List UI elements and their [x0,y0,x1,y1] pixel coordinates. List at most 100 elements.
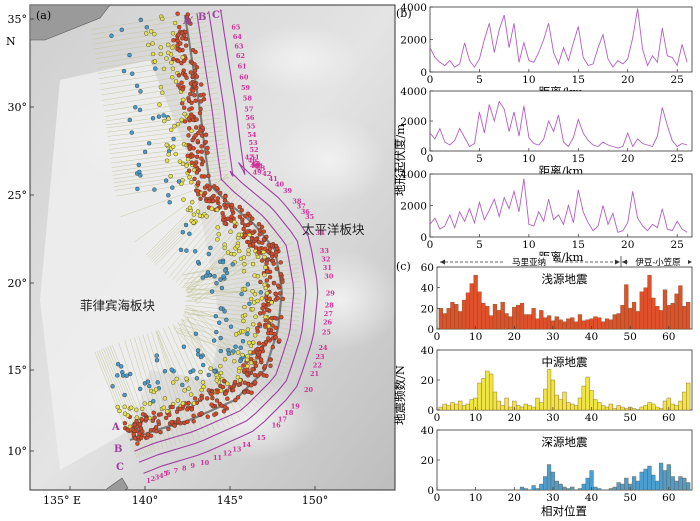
profile-number: 59 [241,84,251,92]
y-tick-label: 4000 [400,2,427,14]
earthquake-dot [195,149,201,155]
region-arrows: 马里亚纳 伊豆-小笠原 [440,256,692,268]
profile-number: 11 [213,454,222,462]
earthquake-dot [199,396,205,401]
earthquake-dot [192,82,197,87]
earthquake-dot [220,384,226,390]
frequency-bar [570,317,575,330]
frequency-bar [662,470,668,491]
earthquake-dot [171,38,176,43]
earthquake-dot [140,429,145,434]
profile-number: 25 [322,328,332,336]
profile-number: 21 [310,370,319,378]
frequency-bar [620,406,625,411]
frequency-bar [604,318,610,330]
earthquake-dot [229,214,234,219]
earthquake-dot [240,352,245,358]
earthquake-dot [272,280,277,286]
earthquake-dot [188,70,194,75]
earthquake-dot [177,48,182,53]
earthquake-dot [263,285,268,291]
earthquake-dot [170,144,176,149]
profile-number: 37 [297,203,306,211]
earthquake-dot [195,188,200,194]
frequency-bar [585,376,590,411]
earthquake-dot [199,144,204,149]
earthquake-dot [259,296,265,301]
earthquake-dot [252,380,258,385]
profile-number: 38 [292,197,302,205]
earthquake-dot [248,383,254,388]
earthquake-dot [193,331,199,336]
earthquake-dot [117,408,122,414]
frequency-bar [496,400,501,411]
y-tick-label: 40 [421,283,434,295]
x-tick-label: 5 [476,74,483,86]
earthquake-dot [185,407,190,412]
earthquake-dot [146,42,151,48]
frequency-bar [620,483,625,491]
earthquake-dot [169,74,175,80]
earthquake-dot [236,248,242,254]
x-tick-label: 15 [572,74,585,86]
earthquake-dot [152,32,157,37]
earthquake-dot [193,125,199,130]
frequency-bar [554,480,559,491]
frequency-bar [604,406,610,411]
frequency-bar [674,405,679,411]
profile-number: 36 [301,208,311,216]
earthquake-dot [269,300,274,305]
earthquake-dot [202,190,208,196]
x-tick-label: 0 [427,153,434,165]
earthquake-dot [170,66,176,71]
earthquake-dot [137,422,143,427]
frequency-bar [624,477,629,491]
earthquake-dot [183,43,189,48]
earthquake-dot [253,236,259,242]
frequency-bar [651,474,656,491]
earthquake-dot [175,417,181,422]
frequency-bar [458,400,463,411]
earthquake-dot [156,114,162,119]
frequency-bar [454,403,459,411]
earthquake-dot [127,117,133,123]
frequency-bar [616,405,621,411]
earthquake-dot [263,314,268,320]
earthquake-dot [200,275,206,280]
earthquake-dot [225,250,231,255]
earthquake-dot [170,404,175,410]
earthquake-dot [218,370,224,376]
lat-tick-10: 10° [8,445,28,458]
earthquake-dot [236,382,241,388]
y-tick-label: 2000 [400,201,427,213]
earthquake-dot [222,198,228,203]
x-tick-label: 20 [508,412,521,424]
earthquake-dot [181,58,187,64]
earthquake-dot [147,383,152,389]
earthquake-dot [192,249,198,254]
frequency-bar [577,397,583,411]
frequency-bar [585,319,590,330]
earthquake-dot [256,250,261,255]
frequency-bar [670,302,675,330]
earthquake-dot [169,60,174,65]
earthquake-dot [166,193,171,198]
earthquake-dot [258,357,264,362]
lat-tick-25: 25° [8,189,28,202]
frequency-bar [597,317,602,330]
earthquake-dot [154,358,160,363]
earthquake-dot [201,384,206,389]
earthquake-dot [194,376,200,381]
earthquake-dot [214,185,219,191]
frequency-bar [577,314,583,330]
earthquake-dot [212,274,217,279]
earthquake-dot [135,441,140,446]
x-tick-label: 60 [662,412,675,424]
earthquake-dot [182,388,187,393]
frequency-bar [608,403,613,411]
frequency-bar [519,406,525,411]
profile-a-top-label: A′ [182,16,194,27]
frequency-bar [508,406,513,411]
earthquake-dot [170,380,176,385]
earthquake-dot [276,283,281,288]
